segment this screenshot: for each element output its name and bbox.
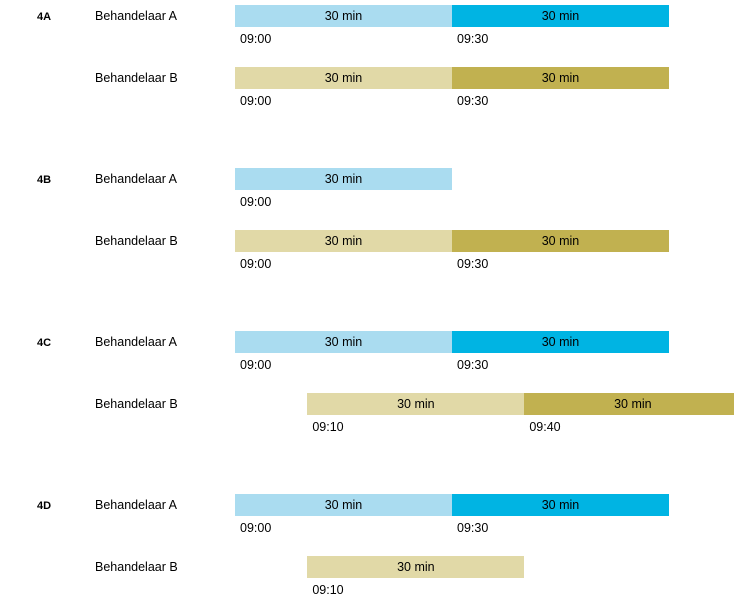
duration-bar: 30 min	[235, 5, 452, 27]
start-time-label: 09:00	[240, 257, 272, 271]
start-time-label: 09:00	[240, 32, 272, 46]
duration-bar: 30 min	[307, 393, 525, 415]
duration-bar: 30 min	[452, 5, 669, 27]
duration-bar: 30 min	[235, 168, 452, 190]
start-time-label: 09:00	[240, 195, 272, 209]
row-label: Behandelaar B	[95, 397, 178, 411]
start-time-label: 09:00	[240, 94, 272, 108]
group-label: 4C	[37, 337, 52, 349]
duration-bar: 30 min	[235, 67, 452, 89]
start-time-label: 09:10	[312, 583, 344, 597]
start-time-label: 09:30	[457, 257, 489, 271]
start-time-label: 09:30	[457, 32, 489, 46]
duration-bar: 30 min	[235, 494, 452, 516]
duration-bar: 30 min	[307, 556, 525, 578]
start-time-label: 09:40	[529, 420, 561, 434]
row-label: Behandelaar A	[95, 9, 178, 23]
duration-bar: 30 min	[235, 331, 452, 353]
row-label: Behandelaar B	[95, 234, 178, 248]
duration-bar: 30 min	[524, 393, 734, 415]
group-label: 4D	[37, 500, 52, 512]
start-time-label: 09:00	[240, 358, 272, 372]
start-time-label: 09:30	[457, 94, 489, 108]
duration-bar: 30 min	[452, 67, 669, 89]
duration-bar: 30 min	[452, 230, 669, 252]
start-time-label: 09:30	[457, 521, 489, 535]
group-label: 4B	[37, 174, 52, 186]
row-label: Behandelaar A	[95, 498, 178, 512]
start-time-label: 09:10	[312, 420, 344, 434]
start-time-label: 09:30	[457, 358, 489, 372]
duration-bar: 30 min	[452, 494, 669, 516]
row-label: Behandelaar A	[95, 172, 178, 186]
duration-bar: 30 min	[235, 230, 452, 252]
group-label: 4A	[37, 11, 52, 23]
row-label: Behandelaar A	[95, 335, 178, 349]
row-label: Behandelaar B	[95, 560, 178, 574]
duration-bar: 30 min	[452, 331, 669, 353]
row-label: Behandelaar B	[95, 71, 178, 85]
start-time-label: 09:00	[240, 521, 272, 535]
